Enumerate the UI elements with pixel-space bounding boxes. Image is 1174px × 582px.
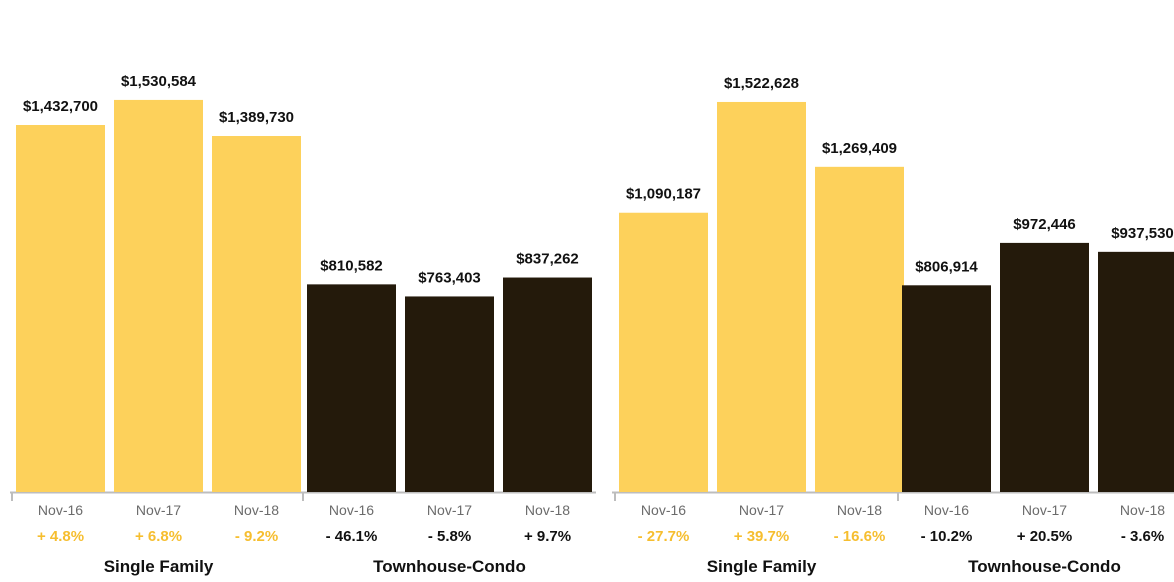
chart-1-single-family-change-label-3: - 9.2%: [235, 528, 278, 545]
chart-1-townhouse-condo-group-label: Townhouse-Condo: [373, 557, 526, 576]
chart-2-townhouse-condo-value-label-2: $972,446: [1013, 216, 1076, 233]
chart-2-townhouse-condo-change-label-3: - 3.6%: [1121, 528, 1164, 545]
chart-1-townhouse-condo-bar-2: [405, 296, 494, 492]
chart-1-townhouse-condo-value-label-3: $837,262: [516, 251, 579, 268]
chart-2-single-family-bar-2: [717, 101, 806, 492]
chart-1-single-family-group-label: Single Family: [104, 557, 214, 576]
chart-2-single-family-bar-1: [619, 212, 708, 492]
chart-1-single-family-value-label-2: $1,530,584: [121, 73, 197, 90]
chart-2-single-family-value-label-1: $1,090,187: [626, 186, 701, 203]
chart-1-single-family-bar-3: [212, 136, 301, 492]
chart-1-townhouse-condo-change-label-1: - 46.1%: [326, 528, 378, 545]
chart-1-single-family-change-label-1: + 4.8%: [37, 528, 84, 545]
chart-1-single-family-bar-2: [114, 99, 203, 493]
chart-2-townhouse-condo-value-label-1: $806,914: [915, 258, 978, 275]
chart-2-townhouse-condo-bar-3: [1098, 251, 1174, 492]
chart-2-single-family-tick-label-2: Nov-17: [739, 502, 784, 518]
chart-2-single-family-change-label-2: + 39.7%: [734, 528, 789, 545]
chart-1-townhouse-condo-tick-label-3: Nov-18: [525, 502, 570, 518]
chart-2-townhouse-condo-value-label-3: $937,530: [1111, 225, 1174, 242]
chart-2-townhouse-condo-group-label: Townhouse-Condo: [968, 557, 1121, 576]
chart-2-single-family-tick-label-1: Nov-16: [641, 502, 686, 518]
chart-2-townhouse-condo-tick-label-1: Nov-16: [924, 502, 969, 518]
chart-1-single-family-tick-label-2: Nov-17: [136, 502, 181, 518]
chart-1-townhouse-condo-bar-1: [307, 284, 396, 492]
chart-1-townhouse-condo-bar-3: [503, 277, 592, 492]
chart-1-single-family-tick-label-3: Nov-18: [234, 502, 279, 518]
chart-2-townhouse-condo-tick-label-2: Nov-17: [1022, 502, 1067, 518]
chart-2-single-family-change-label-1: - 27.7%: [638, 528, 690, 545]
chart-2-single-family-group-label: Single Family: [707, 557, 817, 576]
chart-1-townhouse-condo-change-label-3: + 9.7%: [524, 528, 571, 545]
chart-1-townhouse-condo-tick-label-2: Nov-17: [427, 502, 472, 518]
chart-1-single-family-tick-label-1: Nov-16: [38, 502, 83, 518]
chart-1-single-family-change-label-2: + 6.8%: [135, 528, 182, 545]
chart-2-townhouse-condo-tick-label-3: Nov-18: [1120, 502, 1165, 518]
chart-1-townhouse-condo-change-label-2: - 5.8%: [428, 528, 471, 545]
chart-2-townhouse-condo-bar-1: [902, 285, 991, 492]
chart-1-townhouse-condo-value-label-2: $763,403: [418, 269, 481, 286]
chart-1-single-family-value-label-3: $1,389,730: [219, 109, 294, 126]
chart-1-single-family-value-label-1: $1,432,700: [23, 98, 98, 115]
chart-2-townhouse-condo-bar-2: [1000, 242, 1089, 492]
chart-2-single-family-bar-3: [815, 166, 904, 493]
chart-1-townhouse-condo-value-label-1: $810,582: [320, 257, 383, 274]
chart-1-single-family-bar-1: [16, 125, 105, 492]
chart-2-townhouse-condo-change-label-2: + 20.5%: [1017, 528, 1072, 545]
chart-2-single-family-change-label-3: - 16.6%: [834, 528, 886, 545]
chart-2-single-family-value-label-2: $1,522,628: [724, 75, 799, 92]
chart-2-townhouse-condo-change-label-1: - 10.2%: [921, 528, 973, 545]
chart-1-townhouse-condo-tick-label-1: Nov-16: [329, 502, 374, 518]
chart-2-single-family-tick-label-3: Nov-18: [837, 502, 882, 518]
chart-2-single-family-value-label-3: $1,269,409: [822, 140, 897, 157]
